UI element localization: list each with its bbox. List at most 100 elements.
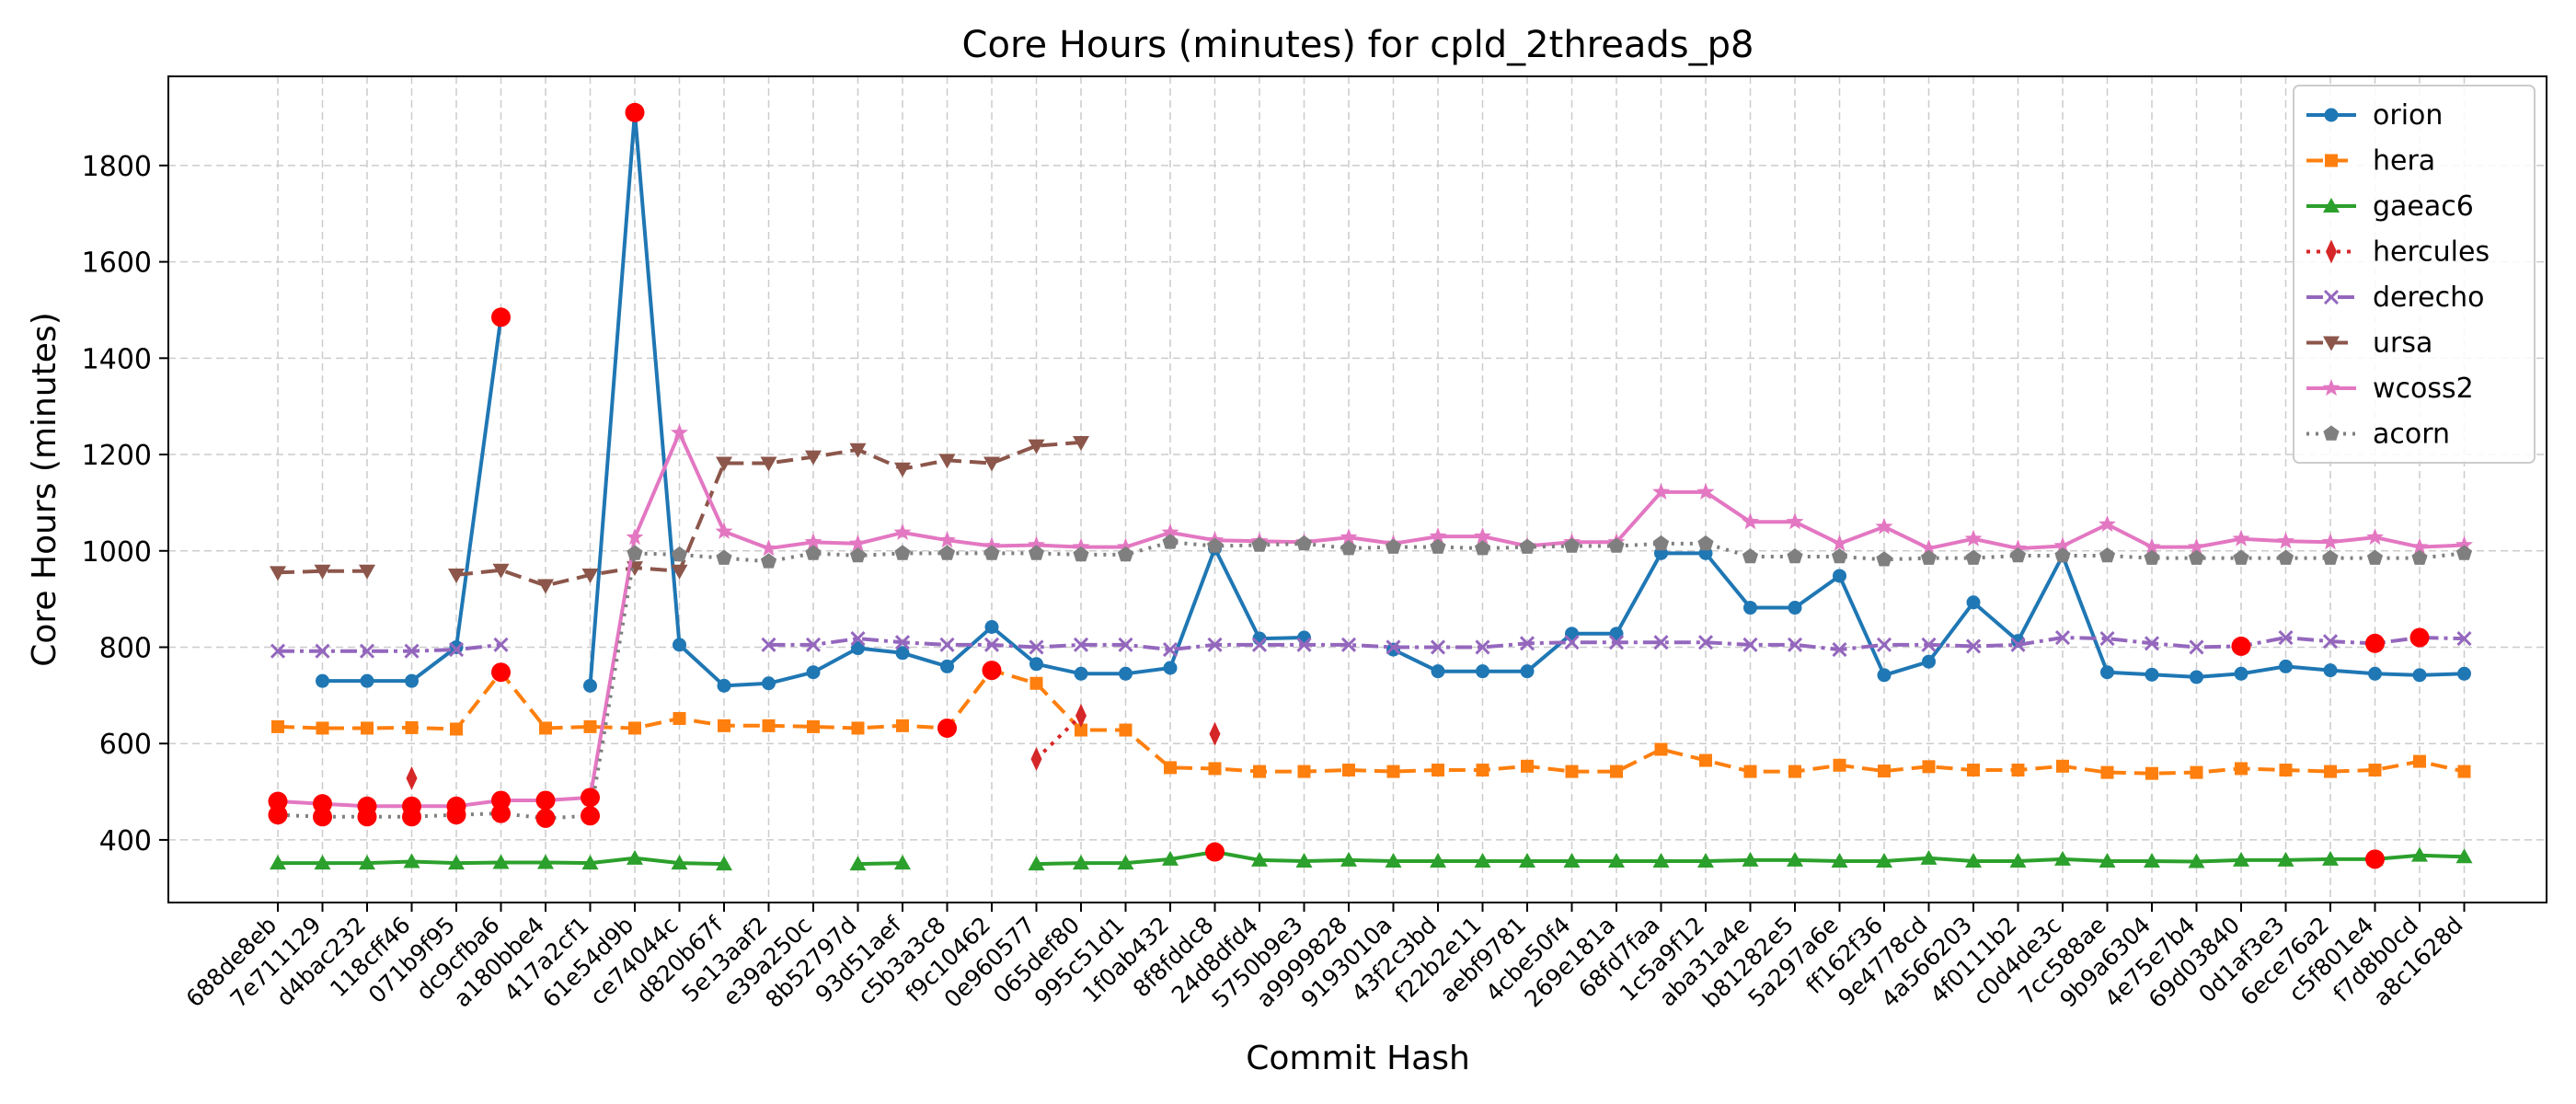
outlier-point-acorn [491, 803, 511, 823]
data-point-hera [2145, 766, 2158, 780]
data-point-wcoss2 [1742, 512, 1759, 530]
data-point-acorn [2277, 549, 2294, 565]
y-tick-label: 1400 [82, 343, 152, 375]
data-point-orion [2412, 668, 2427, 683]
data-point-hera [896, 719, 909, 732]
data-point-ursa [894, 462, 911, 477]
legend-item-acorn: acorn [2306, 419, 2450, 451]
data-point-ursa [448, 568, 465, 583]
data-point-gaeac6 [1831, 852, 1848, 868]
data-point-gaeac6 [2144, 852, 2160, 868]
data-point-derecho [2456, 630, 2472, 647]
data-point-wcoss2 [1072, 537, 1090, 555]
data-point-acorn [1340, 540, 1357, 556]
legend-item-gaeac6: gaeac6 [2306, 190, 2474, 223]
data-point-gaeac6 [2411, 846, 2428, 862]
data-point-hercules [406, 765, 418, 790]
data-point-hera [2011, 764, 2025, 777]
data-point-ursa [492, 563, 510, 579]
data-point-hera [1432, 764, 1444, 777]
data-point-acorn [2366, 549, 2384, 565]
data-point-orion [984, 619, 999, 634]
data-point-orion [806, 665, 821, 680]
legend-label-hercules: hercules [2373, 236, 2490, 269]
data-point-gaeac6 [1073, 855, 1089, 870]
data-point-acorn [1831, 548, 1848, 564]
data-point-wcoss2 [1474, 527, 1491, 545]
data-point-derecho [1340, 637, 1357, 652]
data-point-gaeac6 [1385, 852, 1402, 868]
legend-label-wcoss2: wcoss2 [2373, 373, 2474, 405]
data-point-orion [2457, 666, 2471, 681]
series-line-derecho [278, 642, 501, 653]
data-point-derecho [1162, 642, 1179, 658]
data-point-hera [673, 711, 686, 725]
data-point-gaeac6 [2277, 851, 2294, 867]
legend: orion hera gaeac6 hercules derecho ursa wcoss2… [2293, 85, 2536, 464]
data-point-derecho [2189, 639, 2204, 655]
data-point-gaeac6 [1519, 852, 1535, 868]
data-point-acorn [2411, 549, 2428, 565]
data-point-gaeac6 [2188, 853, 2205, 868]
data-point-gaeac6 [270, 855, 286, 870]
data-point-derecho [2278, 629, 2294, 646]
data-point-derecho [805, 637, 822, 652]
data-point-wcoss2 [2455, 535, 2473, 553]
outlier-point-acorn [446, 805, 466, 825]
data-point-wcoss2 [849, 534, 867, 551]
data-point-ursa [938, 454, 956, 469]
data-point-gaeac6 [2233, 851, 2249, 867]
data-point-acorn [983, 545, 1000, 560]
outlier-point-acorn [357, 807, 377, 827]
data-point-orion [2100, 665, 2114, 680]
data-point-derecho [270, 643, 286, 659]
data-point-derecho [1118, 637, 1133, 652]
legend-marker-acorn [2323, 425, 2340, 441]
data-point-acorn [2144, 549, 2160, 565]
outlier-point-derecho [2365, 633, 2385, 653]
data-point-gaeac6 [1563, 852, 1581, 868]
data-point-gaeac6 [1295, 852, 1313, 868]
data-point-orion [1788, 601, 1802, 615]
legend-marker-gaeac6 [2323, 198, 2340, 213]
data-point-derecho [2054, 629, 2071, 646]
data-point-hercules [1030, 746, 1042, 771]
data-point-gaeac6 [2455, 848, 2473, 864]
data-point-hera [807, 719, 820, 733]
data-point-orion [2234, 666, 2248, 681]
legend-label-orion: orion [2373, 99, 2443, 132]
data-point-gaeac6 [1742, 851, 1759, 867]
data-point-ursa [671, 564, 688, 580]
data-point-orion [1074, 666, 1088, 681]
y-axis-title: Core Hours (minutes) [26, 312, 63, 667]
data-point-acorn [849, 547, 867, 563]
legend-item-hera: hera [2306, 145, 2435, 178]
outlier-point-wcoss2 [581, 788, 600, 808]
data-point-acorn [1385, 538, 1402, 554]
data-point-derecho [1029, 639, 1044, 655]
data-point-acorn [671, 546, 688, 562]
data-point-acorn [760, 553, 777, 569]
data-point-gaeac6 [2009, 852, 2027, 868]
data-point-orion [762, 676, 776, 691]
data-point-ursa [760, 456, 777, 472]
data-point-acorn [1697, 535, 1714, 551]
data-point-wcoss2 [1696, 482, 1715, 500]
data-point-gaeac6 [403, 853, 420, 868]
data-point-derecho [1251, 637, 1268, 652]
data-point-ursa [805, 450, 822, 466]
data-point-derecho [1787, 637, 1803, 652]
data-point-orion [316, 673, 329, 688]
legend-marker-derecho [2323, 289, 2340, 305]
data-point-wcoss2 [2188, 537, 2205, 555]
data-point-acorn [1206, 537, 1224, 553]
data-point-orion [1029, 657, 1043, 672]
legend-item-ursa: ursa [2306, 328, 2432, 360]
legend-marker-wcoss2 [2322, 379, 2340, 397]
data-point-orion [1163, 661, 1178, 675]
data-point-gaeac6 [627, 849, 643, 865]
data-point-acorn [894, 545, 911, 560]
data-point-hera [539, 721, 552, 735]
